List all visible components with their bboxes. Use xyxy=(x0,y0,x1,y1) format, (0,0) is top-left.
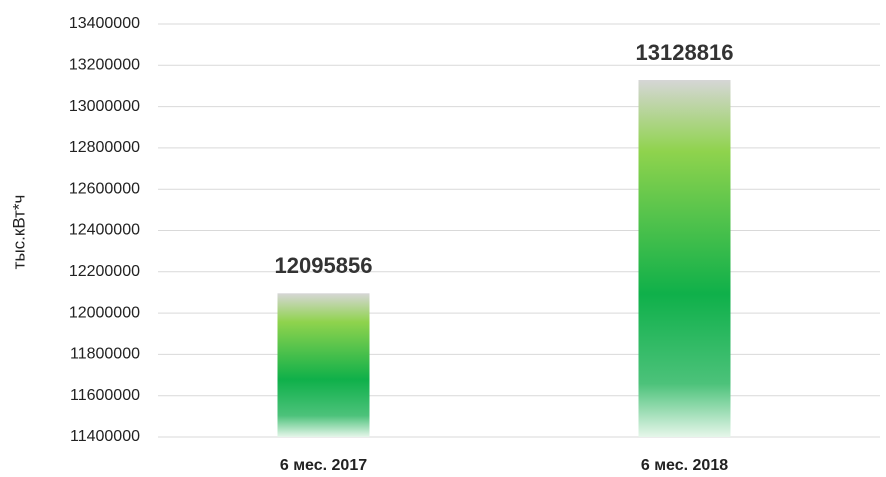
bar xyxy=(638,79,731,437)
y-tick-label: 13200000 xyxy=(69,57,140,74)
data-label: 12095856 xyxy=(275,253,373,278)
y-tick-label: 12600000 xyxy=(69,180,140,197)
y-tick-label: 12800000 xyxy=(69,139,140,156)
y-tick-label: 12000000 xyxy=(69,304,140,321)
y-axis-label: тыс.кВт*ч xyxy=(9,195,28,270)
y-tick-label: 12200000 xyxy=(69,263,140,280)
y-tick-label: 12400000 xyxy=(69,222,140,239)
y-tick-label: 11400000 xyxy=(70,428,140,445)
x-tick-label: 6 мес. 2017 xyxy=(280,457,367,474)
data-label: 13128816 xyxy=(636,40,734,65)
bar xyxy=(277,293,370,437)
y-tick-label: 11800000 xyxy=(70,346,140,363)
x-tick-label: 6 мес. 2018 xyxy=(641,457,728,474)
y-tick-label: 13000000 xyxy=(69,98,140,115)
y-tick-label: 11600000 xyxy=(70,387,140,404)
y-tick-label: 13400000 xyxy=(69,15,140,32)
